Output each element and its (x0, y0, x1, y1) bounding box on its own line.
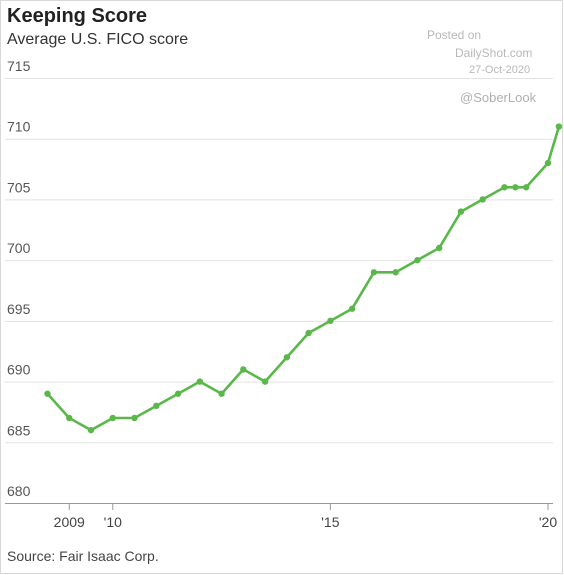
x-tick-label: '20 (539, 514, 557, 530)
series-layer (44, 123, 563, 434)
data-point (87, 426, 95, 434)
data-point (414, 256, 421, 264)
data-point (555, 123, 563, 130)
data-point (348, 305, 356, 312)
data-point (196, 378, 204, 385)
data-point (240, 366, 247, 373)
data-point (283, 354, 291, 361)
data-point (153, 402, 160, 410)
y-axis-ticks: 680 685 690 695 700 705 710 715 (7, 58, 31, 499)
data-point (327, 317, 334, 325)
data-point (218, 390, 225, 397)
data-point (523, 184, 530, 191)
watermark-posted: Posted on (427, 28, 482, 42)
data-point (544, 159, 552, 167)
x-tick-label: 2009 (54, 514, 85, 530)
watermark-date: 27-Oct-2020 (469, 64, 531, 76)
data-point (131, 414, 138, 422)
data-point (174, 390, 182, 397)
grid-layer (5, 78, 553, 444)
y-tick-label: 685 (7, 422, 31, 438)
data-point (501, 184, 508, 191)
watermark-handle: @SoberLook (460, 90, 537, 105)
data-point (305, 329, 312, 337)
y-tick-label: 705 (7, 179, 31, 195)
data-point (261, 378, 269, 385)
x-axis: 2009 '10 '15 '20 (5, 503, 557, 530)
watermark-site: DailyShot.com (455, 46, 533, 60)
data-point (370, 269, 378, 276)
data-point (66, 414, 73, 422)
data-point (435, 244, 443, 252)
x-tick-label: '10 (104, 514, 122, 530)
series-line (46, 125, 561, 432)
y-tick-label: 715 (7, 58, 31, 74)
source-note: Source: Fair Isaac Corp. (7, 548, 159, 564)
y-tick-label: 695 (7, 301, 31, 317)
y-tick-label: 690 (7, 362, 31, 378)
y-tick-label: 710 (7, 119, 31, 135)
data-point (457, 208, 465, 215)
x-tick-label: '15 (321, 514, 339, 530)
chart-title: Keeping Score (7, 5, 148, 27)
y-tick-label: 700 (7, 240, 31, 256)
y-tick-label: 680 (7, 483, 31, 499)
chart-subtitle: Average U.S. FICO score (7, 31, 189, 48)
data-point (392, 269, 399, 276)
data-point (44, 390, 51, 397)
data-point (512, 184, 519, 191)
data-point (109, 414, 116, 422)
data-point (479, 196, 486, 203)
